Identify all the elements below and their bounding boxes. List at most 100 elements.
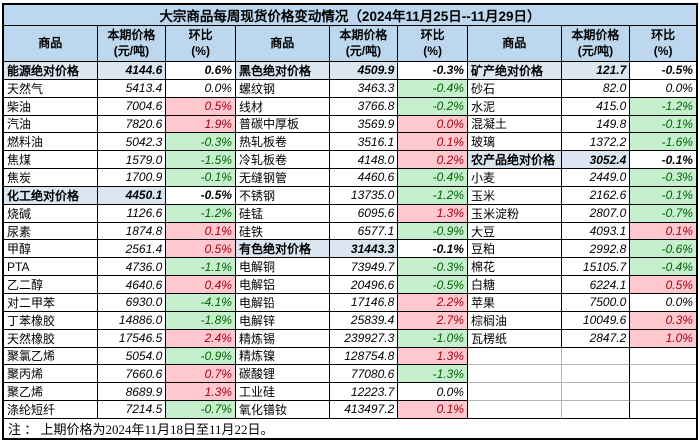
commodity-name-cell: 豆粕 <box>467 240 562 259</box>
price-cell: 4736.0 <box>97 258 167 277</box>
commodity-name-cell: 燃料油 <box>4 133 98 152</box>
commodity-name-cell: 瓦楞纸 <box>467 329 562 348</box>
price-cell: 2561.4 <box>97 240 167 259</box>
header-pct-line2: (%) <box>653 43 673 58</box>
price-cell: 6095.6 <box>329 204 399 223</box>
pct-change-cell: 0.5% <box>166 240 236 259</box>
commodity-name-cell: 乙二醇 <box>4 276 98 294</box>
pct-change-cell: 1.3% <box>166 383 236 402</box>
price-cell: 2807.0 <box>561 204 631 223</box>
pct-change-cell: -0.4% <box>398 79 468 98</box>
commodity-name-cell: 聚氯乙烯 <box>4 347 98 366</box>
commodity-name-cell: 螺纹钢 <box>235 79 330 98</box>
price-cell: 7820.6 <box>97 115 167 134</box>
price-cell: 10049.6 <box>561 311 631 330</box>
pct-change-cell: -0.5% <box>166 186 236 205</box>
commodity-name-cell: 有色绝对价格 <box>235 240 330 259</box>
price-cell: 8689.9 <box>97 383 167 402</box>
commodity-name-cell <box>467 383 562 402</box>
pct-change-cell: 1.0% <box>630 329 696 348</box>
price-cell: 5042.3 <box>97 133 167 152</box>
price-cell: 13735.0 <box>329 186 399 205</box>
pct-change-cell <box>630 365 696 384</box>
commodity-name-cell: 工业硅 <box>235 383 330 402</box>
pct-change-cell: 1.3% <box>398 204 468 223</box>
price-cell: 4450.1 <box>97 186 167 205</box>
pct-change-cell: 1.9% <box>166 115 236 134</box>
pct-change-cell: 0.1% <box>398 133 468 152</box>
price-cell: 20496.6 <box>329 276 399 294</box>
commodity-name-cell: 能源绝对价格 <box>4 62 98 80</box>
commodity-name-cell: 混凝土 <box>467 115 562 134</box>
commodity-name-cell: 大豆 <box>467 222 562 241</box>
price-cell <box>561 347 631 366</box>
header-pct-line2: (%) <box>191 43 210 58</box>
pct-change-cell: -0.6% <box>630 240 696 259</box>
table-title: 大宗商品每周现货价格变动情况（2024年11月25日--11月29日） <box>4 5 696 26</box>
pct-change-cell: 0.1% <box>166 222 236 241</box>
header-price-line2: (元/吨) <box>345 43 382 58</box>
pct-change-cell: 0.2% <box>398 151 468 170</box>
commodity-name-cell: 碳酸锂 <box>235 365 330 384</box>
price-cell: 4148.0 <box>329 151 399 170</box>
pct-change-cell: -0.7% <box>166 401 236 419</box>
commodity-name-cell: 电解铝 <box>235 276 330 294</box>
commodity-name-cell: 天然橡胶 <box>4 329 98 348</box>
pct-change-cell: -0.5% <box>398 276 468 294</box>
commodity-name-cell: 精炼镍 <box>235 347 330 366</box>
footnote: 注 ： 上期价格为2024年11月18日至11月22日。 <box>4 418 696 438</box>
pct-change-cell: -1.3% <box>398 365 468 384</box>
price-cell: 4460.6 <box>329 169 399 187</box>
price-cell: 3052.4 <box>561 151 631 170</box>
commodity-name-cell: 黑色绝对价格 <box>235 62 330 80</box>
header-product-2: 商品 <box>235 26 330 62</box>
price-cell: 6577.1 <box>329 222 399 241</box>
price-cell: 239927.3 <box>329 329 399 348</box>
price-cell: 3516.1 <box>329 133 399 152</box>
header-price-2: 本期价格 (元/吨) <box>329 26 399 62</box>
price-cell: 73949.7 <box>329 258 399 277</box>
price-cell: 7214.5 <box>97 401 167 419</box>
price-cell: 121.7 <box>561 62 631 80</box>
price-cell: 25839.4 <box>329 311 399 330</box>
commodity-name-cell: 烧碱 <box>4 204 98 223</box>
commodity-name-cell: 不锈钢 <box>235 186 330 205</box>
commodity-name-cell: 电解铅 <box>235 293 330 312</box>
price-cell: 3463.3 <box>329 79 399 98</box>
price-cell: 1372.2 <box>561 133 631 152</box>
commodity-name-cell: 电解铜 <box>235 258 330 277</box>
pct-change-cell <box>630 383 696 402</box>
commodity-name-cell: 棕榈油 <box>467 311 562 330</box>
price-cell: 2847.2 <box>561 329 631 348</box>
commodity-name-cell: 聚丙烯 <box>4 365 98 384</box>
commodity-name-cell: 冷轧板卷 <box>235 151 330 170</box>
commodity-name-cell: 丁苯橡胶 <box>4 311 98 330</box>
pct-change-cell: 0.4% <box>166 276 236 294</box>
header-price-3: 本期价格 (元/吨) <box>561 26 631 62</box>
pct-change-cell: -0.3% <box>630 169 696 187</box>
commodity-name-cell: 甲醇 <box>4 240 98 259</box>
pct-change-cell: 2.4% <box>166 329 236 348</box>
pct-change-cell <box>630 347 696 366</box>
commodity-name-cell: 汽油 <box>4 115 98 134</box>
header-price-line1: 本期价格 <box>339 27 388 42</box>
price-cell: 5413.4 <box>97 79 167 98</box>
pct-change-cell: -1.2% <box>630 97 696 116</box>
price-cell: 413497.2 <box>329 401 399 419</box>
commodity-name-cell <box>467 401 562 419</box>
commodity-name-cell: 农产品绝对价格 <box>467 151 562 170</box>
pct-change-cell: 0.5% <box>166 97 236 116</box>
pct-change-cell <box>630 401 696 419</box>
price-cell: 128754.8 <box>329 347 399 366</box>
header-price-line1: 本期价格 <box>571 27 620 42</box>
pct-change-cell: -0.5% <box>630 62 696 80</box>
commodity-price-table: 大宗商品每周现货价格变动情况（2024年11月25日--11月29日） 商品 本… <box>2 3 698 440</box>
commodity-name-cell: 精炼锡 <box>235 329 330 348</box>
pct-change-cell: -4.1% <box>166 293 236 312</box>
commodity-name-cell: 聚乙烯 <box>4 383 98 402</box>
header-pct-line1: 环比 <box>651 27 676 42</box>
price-cell: 3569.9 <box>329 115 399 134</box>
commodity-name-cell: 氧化镨钕 <box>235 401 330 419</box>
pct-change-cell: -0.1% <box>630 115 696 134</box>
commodity-name-cell: 砂石 <box>467 79 562 98</box>
